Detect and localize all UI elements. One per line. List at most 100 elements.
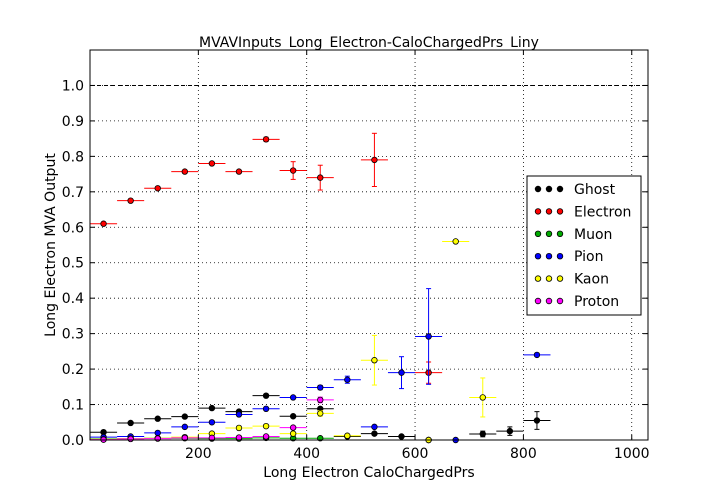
data-point — [181, 168, 189, 175]
data-layer — [90, 132, 551, 444]
x-tick-label: 800 — [510, 446, 537, 462]
legend-label: Pion — [574, 249, 603, 265]
data-point — [371, 430, 378, 437]
x-tick-label: 400 — [293, 446, 320, 462]
legend-marker — [534, 230, 542, 237]
data-point — [344, 376, 351, 383]
data-point — [154, 185, 161, 192]
data-point — [208, 404, 216, 412]
y-tick-label: 0.4 — [62, 291, 84, 307]
legend-marker — [556, 230, 564, 237]
data-point — [479, 430, 486, 438]
series-electron — [90, 132, 443, 384]
y-tick-label: 0.1 — [62, 398, 84, 414]
x-tick-label: 200 — [185, 446, 212, 462]
legend-marker — [534, 208, 542, 215]
data-point — [235, 424, 243, 432]
data-point — [398, 369, 405, 376]
data-point — [398, 433, 405, 440]
y-tick-label: 0.2 — [62, 362, 84, 378]
data-point — [235, 411, 243, 418]
legend-marker — [556, 185, 564, 193]
data-point — [289, 167, 297, 174]
data-point — [344, 432, 351, 439]
data-point — [371, 156, 378, 164]
data-point — [289, 394, 297, 401]
data-point — [262, 136, 270, 143]
x-tick-label: 600 — [402, 446, 429, 462]
legend: Ghost Electron Muon Pion Kaon Proton — [526, 175, 642, 316]
legend-label: Ghost — [574, 182, 616, 198]
data-point — [208, 434, 216, 442]
data-point — [154, 435, 161, 442]
legend-marker — [545, 275, 553, 282]
plot-frame — [89, 49, 649, 441]
y-tick-label: 0.3 — [62, 327, 84, 343]
y-axis-label: Long Electron MVA Output — [43, 153, 59, 337]
y-tick-label: 0.9 — [62, 114, 84, 130]
y-tick-label: 0.6 — [62, 220, 84, 236]
data-point — [208, 160, 216, 167]
y-tick-label: 0.7 — [62, 185, 84, 201]
data-point — [317, 396, 324, 404]
chart-title: MVAVInputs_Long_Electron-CaloChargedPrs_… — [199, 35, 539, 51]
legend-marker — [556, 297, 564, 305]
data-point — [533, 351, 541, 359]
y-tick-label: 0.0 — [62, 433, 84, 449]
y-tick-label: 1.0 — [62, 78, 84, 94]
series-pion — [90, 288, 551, 444]
legend-marker — [545, 297, 553, 305]
data-point — [127, 419, 134, 427]
data-point — [181, 434, 189, 442]
data-point — [371, 423, 378, 431]
data-point — [506, 427, 514, 435]
data-point — [127, 435, 134, 443]
legend-label: Muon — [574, 227, 612, 243]
x-axis-label: Long Electron CaloChargedPrs — [263, 465, 474, 481]
legend-label: Proton — [574, 294, 619, 310]
legend-label: Electron — [574, 204, 631, 220]
y-tick-label: 0.5 — [62, 256, 84, 272]
data-point — [533, 417, 541, 424]
x-tick-label: 1000 — [614, 446, 650, 462]
data-point — [452, 238, 459, 245]
data-point — [235, 434, 243, 441]
data-point — [289, 430, 297, 437]
data-point — [154, 429, 161, 437]
data-point — [289, 424, 297, 431]
data-point — [317, 174, 324, 181]
legend-label: Kaon — [574, 272, 609, 288]
y-tick-label: 0.8 — [62, 149, 84, 165]
data-point — [317, 384, 324, 391]
data-point — [262, 405, 270, 412]
data-point — [262, 433, 270, 440]
tick-layer: 200 400 600 800 1000 0.0 0.1 0.2 0.3 0.4 0.5 0.6 0.7… — [62, 50, 650, 462]
legend-marker — [534, 297, 542, 305]
data-point — [100, 220, 107, 227]
legend-marker — [545, 253, 553, 260]
data-point — [181, 423, 189, 431]
legend-marker — [556, 275, 564, 282]
data-point — [371, 357, 378, 364]
data-point — [425, 333, 432, 340]
data-point — [181, 413, 189, 420]
legend-box — [526, 175, 642, 316]
data-point — [262, 422, 270, 430]
legend-marker — [545, 208, 553, 215]
legend-marker — [534, 253, 542, 260]
data-point — [289, 413, 297, 420]
data-point — [127, 197, 134, 204]
data-point — [235, 168, 243, 175]
legend-marker — [556, 253, 564, 260]
legend-marker — [556, 208, 564, 215]
data-point — [208, 419, 216, 426]
data-point — [262, 392, 270, 399]
data-point — [317, 410, 324, 417]
data-point — [479, 394, 486, 401]
legend-marker — [534, 275, 542, 282]
legend-marker — [545, 185, 553, 193]
legend-marker — [534, 185, 542, 193]
legend-marker — [545, 230, 553, 237]
data-point — [154, 415, 161, 422]
